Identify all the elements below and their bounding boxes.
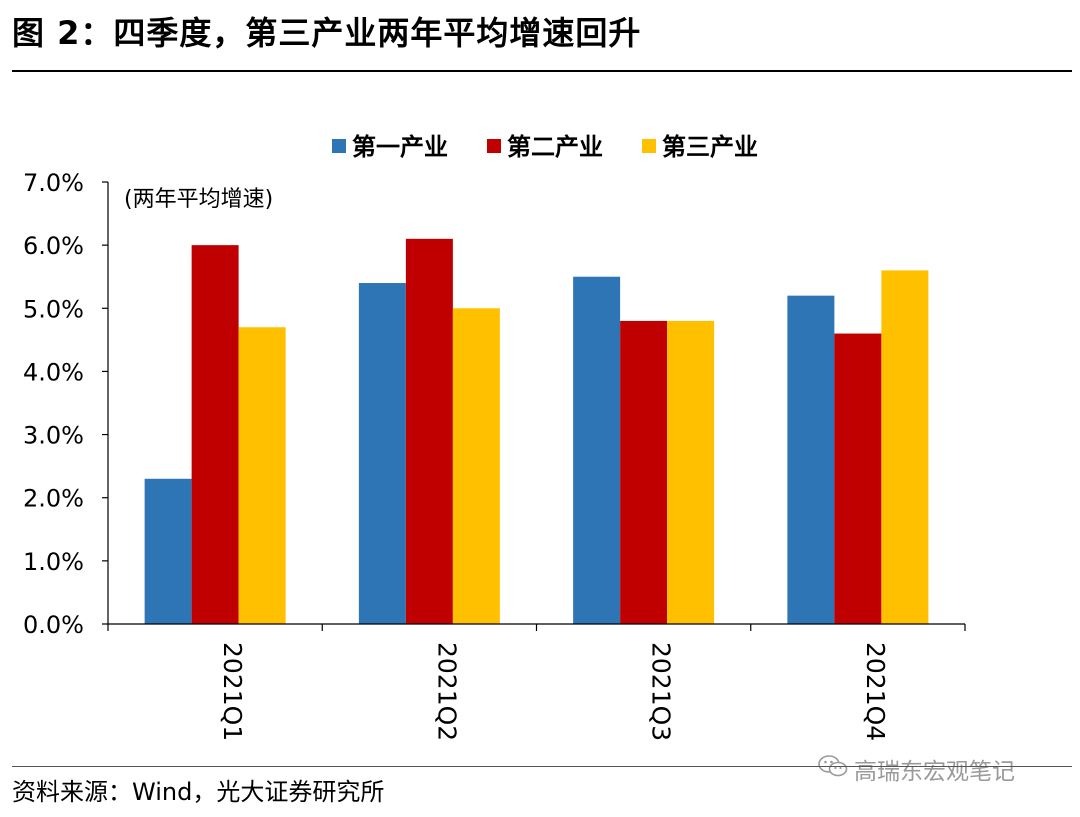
y-tick-label: 5.0% — [23, 295, 84, 323]
x-tick-label: 2021Q1 — [218, 642, 247, 741]
x-axis: 2021Q1 2021Q2 2021Q3 2021Q4 — [107, 623, 966, 741]
wechat-icon — [818, 754, 848, 784]
bar — [881, 270, 929, 624]
legend-swatch — [487, 139, 501, 153]
legend-label: 第二产业 — [507, 133, 603, 161]
bar — [405, 238, 453, 625]
y-tick-label: 6.0% — [23, 232, 84, 260]
chart-annotation: (两年平均增速) — [124, 187, 273, 212]
bar — [573, 276, 621, 624]
watermark-text: 高瑞东宏观笔记 — [854, 759, 1015, 785]
legend-label: 第三产业 — [662, 133, 758, 161]
y-tick-label: 1.0% — [23, 548, 84, 576]
x-tick-label: 2021Q4 — [861, 642, 890, 741]
y-tick-label: 2.0% — [23, 485, 84, 513]
title-divider — [12, 70, 1072, 72]
x-tick-label: 2021Q2 — [432, 642, 461, 741]
bar — [191, 245, 239, 624]
bar — [620, 320, 668, 624]
figure-title: 图 2：四季度，第三产业两年平均增速回升 — [12, 14, 642, 52]
y-tick-label: 0.0% — [23, 611, 84, 639]
footer-divider — [12, 766, 1072, 767]
bar — [144, 478, 192, 624]
bar — [834, 333, 882, 624]
y-axis: 0.0% 1.0% 2.0% 3.0% 4.0% 5.0% 6.0% 7.0% — [23, 169, 109, 639]
bar — [452, 308, 500, 624]
bar — [667, 320, 715, 624]
source-note: 资料来源：Wind，光大证券研究所 — [12, 778, 385, 806]
y-tick-label: 3.0% — [23, 422, 84, 450]
bar — [238, 327, 286, 624]
y-tick-label: 7.0% — [23, 169, 84, 197]
x-tick-label: 2021Q3 — [647, 642, 676, 741]
watermark: 高瑞东宏观笔记 — [818, 752, 1015, 786]
legend-swatch — [332, 139, 346, 153]
legend-swatch — [642, 139, 656, 153]
chart-legend: 第一产业 第二产业 第三产业 — [332, 133, 758, 161]
bar — [787, 295, 835, 624]
bar — [358, 283, 406, 624]
y-tick-label: 4.0% — [23, 358, 84, 386]
legend-label: 第一产业 — [352, 133, 448, 161]
bar-series — [144, 238, 929, 625]
